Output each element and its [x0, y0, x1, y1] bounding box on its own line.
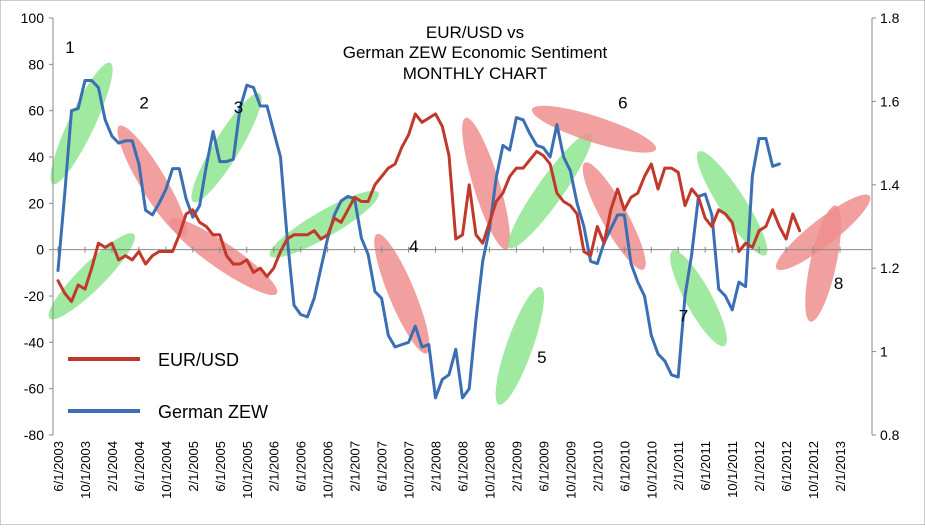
x-tick-label: 6/1/2009: [536, 441, 551, 492]
x-tick-label: 2/1/2013: [833, 441, 848, 492]
annotation-label-8: 8: [834, 274, 843, 293]
highlight-red-15: [805, 205, 842, 322]
x-tick-label: 2/1/2011: [671, 441, 686, 491]
series-line-german-zew: [56, 79, 781, 400]
x-tick-label: 2/1/2006: [267, 441, 282, 492]
y-right-tick-label: 1.8: [880, 10, 900, 26]
x-tick-label: 2/1/2004: [105, 441, 120, 492]
annotation-labels: 1 2 3 4 5 6 7 8: [65, 38, 843, 367]
x-tick-label: 10/1/2011: [725, 441, 740, 498]
x-tick-label: 10/1/2004: [159, 441, 174, 499]
y-left-tick-label: 60: [28, 103, 44, 119]
annotation-label-1: 1: [65, 38, 74, 57]
y-right-tick-label: 1.4: [880, 177, 900, 193]
annotation-label-7: 7: [679, 307, 688, 326]
annotation-label-3: 3: [234, 98, 243, 117]
highlight-green-8: [495, 286, 545, 405]
x-tick-label: 2/1/2009: [509, 441, 524, 492]
legend-label-zew: German ZEW: [158, 402, 268, 422]
y-left-tick-label: 40: [28, 149, 44, 165]
y-left-tick-label: 80: [28, 56, 44, 72]
y-left-tick-label: -40: [24, 334, 44, 350]
series-lines: [56, 79, 802, 400]
x-tick-label: 10/1/2007: [402, 441, 417, 499]
highlight-green-12: [670, 250, 727, 347]
x-tick-label: 2/1/2007: [348, 441, 363, 492]
x-tick-label: 6/1/2003: [51, 441, 66, 492]
y-left-tick-label: 20: [28, 195, 44, 211]
highlight-red-10: [531, 105, 657, 153]
x-tick-label: 10/1/2005: [240, 441, 255, 499]
legend-label-eurusd: EUR/USD: [158, 350, 239, 370]
x-tick-label: 2/1/2010: [590, 441, 605, 492]
highlight-red-7: [462, 117, 510, 250]
highlight-red-11: [582, 162, 646, 270]
chart-title-line-1: EUR/USD vs: [426, 23, 524, 42]
y-right-tick-label: 1.2: [880, 260, 900, 276]
x-tick-label: 10/1/2008: [482, 441, 497, 499]
chart-title-line-2: German ZEW Economic Sentiment: [343, 43, 608, 62]
x-tick-label: 6/1/2007: [375, 441, 390, 492]
annotation-label-6: 6: [618, 93, 627, 112]
y-left-tick-label: 0: [36, 242, 44, 258]
x-tick-label: 2/1/2005: [186, 441, 201, 492]
highlight-red-4: [168, 218, 278, 296]
x-tick-label: 10/1/2003: [78, 441, 93, 499]
annotation-label-2: 2: [139, 93, 148, 112]
annotation-label-5: 5: [537, 348, 546, 367]
x-tick-label: 6/1/2012: [779, 441, 794, 492]
annotation-label-4: 4: [409, 237, 418, 256]
x-tick-label: 6/1/2011: [698, 441, 713, 491]
x-tick-label: 6/1/2005: [213, 441, 228, 492]
series-line-eur-usd: [56, 112, 802, 304]
x-tick-label: 6/1/2006: [294, 441, 309, 492]
y-left-tick-label: 100: [21, 10, 45, 26]
highlight-green-0: [50, 62, 113, 185]
legend: EUR/USD German ZEW: [68, 350, 268, 422]
axes: 100 80 60 40 20 0 -20 -40 -60 -80 1.8 1.6 1.4 1.2 1 0.8…: [21, 10, 900, 499]
y-left-tick-label: -20: [24, 288, 44, 304]
y-left-tick-label: -60: [24, 381, 44, 397]
x-tick-label: 6/1/2008: [456, 441, 471, 492]
x-tick-label: 10/1/2006: [321, 441, 336, 499]
x-tick-label: 10/1/2012: [806, 441, 821, 499]
y-right-tick-label: 1.6: [880, 93, 900, 109]
x-tick-label: 2/1/2008: [429, 441, 444, 492]
y-right-tick-label: 1: [880, 344, 888, 360]
x-tick-label: 2/1/2012: [752, 441, 767, 492]
y-left-tick-label: -80: [24, 427, 44, 443]
highlight-green-5: [269, 190, 379, 258]
x-tick-label: 10/1/2010: [644, 441, 659, 499]
chart-title-line-3: MONTHLY CHART: [403, 64, 548, 83]
x-tick-label: 6/1/2010: [617, 441, 632, 492]
x-tick-label: 10/1/2009: [563, 441, 578, 499]
highlight-green-9: [508, 132, 593, 249]
x-tick-label: 6/1/2004: [132, 441, 147, 492]
highlight-green-3: [191, 93, 262, 203]
chart-title: EUR/USD vs German ZEW Economic Sentiment…: [343, 23, 608, 83]
y-right-tick-label: 0.8: [880, 427, 900, 443]
highlight-red-6: [374, 233, 430, 354]
